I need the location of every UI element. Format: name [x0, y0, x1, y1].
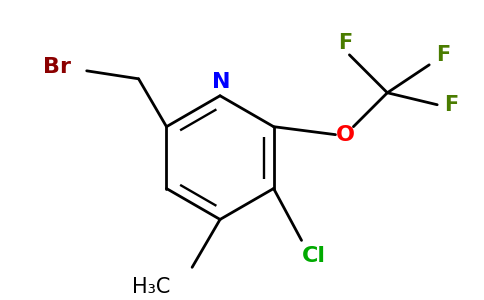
Text: Cl: Cl	[302, 246, 326, 266]
Text: H₃C: H₃C	[132, 277, 170, 297]
Text: F: F	[444, 95, 458, 115]
Text: F: F	[338, 33, 352, 53]
Text: F: F	[436, 45, 450, 65]
Text: N: N	[212, 72, 230, 92]
Text: Br: Br	[43, 57, 71, 77]
Text: O: O	[336, 125, 355, 145]
